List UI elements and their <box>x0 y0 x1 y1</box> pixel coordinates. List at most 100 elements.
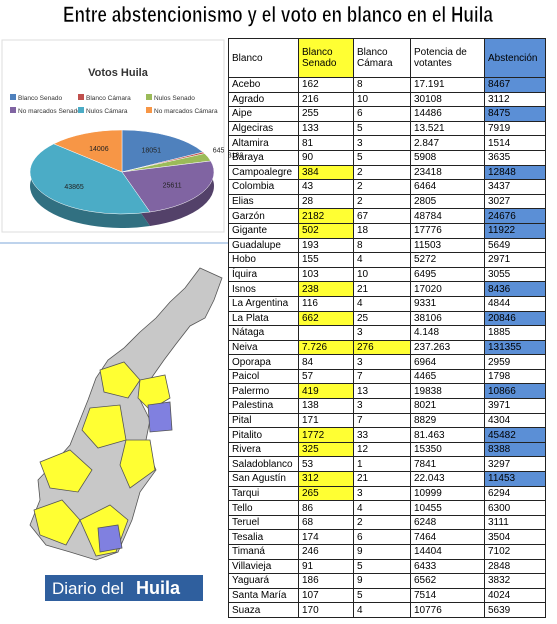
table-cell: 90 <box>298 149 354 166</box>
table-cell: 10866 <box>484 383 546 400</box>
table-row: Campoalegre 384 2 23418 12848 <box>228 164 546 181</box>
legend-swatch <box>146 107 152 113</box>
table-cell: 2848 <box>484 558 546 575</box>
table-cell: 312 <box>298 471 354 487</box>
legend-label: Nulos Senado <box>154 95 195 102</box>
slice <box>53 129 123 173</box>
table-cell: 3 <box>353 325 411 341</box>
table-cell: 15350 <box>410 441 485 458</box>
table-row: Oporapa 84 3 6964 2959 <box>228 354 546 370</box>
table-cell: 265 <box>298 485 354 502</box>
legend-label: Nulos Cámara <box>86 108 128 115</box>
table-cell: Tarqui <box>228 485 299 502</box>
table-row: Garzón 2182 67 48784 24676 <box>228 208 546 224</box>
table-cell: 116 <box>298 295 354 312</box>
table-cell: 13 <box>353 383 411 400</box>
table-cell: 23418 <box>410 164 485 181</box>
table-cell: 325 <box>298 441 354 458</box>
table-cell: 12848 <box>484 164 546 181</box>
header-cell: Potencia de votantes <box>410 38 485 78</box>
map-region <box>39 449 93 493</box>
table-cell: 2805 <box>410 193 485 210</box>
table-cell: Timaná <box>228 544 299 560</box>
table-cell: 1 <box>353 456 411 473</box>
table-cell: Neiva <box>228 339 299 356</box>
table-row: Palermo 419 13 19838 10866 <box>228 383 546 400</box>
table-cell: 3 <box>353 485 411 502</box>
table-row: Rivera 325 12 15350 8388 <box>228 441 546 458</box>
table-cell: 10455 <box>410 500 485 516</box>
table-cell: Gigante <box>228 222 299 239</box>
table-cell: 6433 <box>410 558 485 575</box>
data-table: Blanco Blanco Senado Blanco Cámara Potencia… <box>228 38 546 618</box>
table-cell: 1772 <box>298 427 354 443</box>
data-label: 14006 <box>89 146 109 153</box>
table-cell: Colombia <box>228 179 299 195</box>
slice <box>121 160 215 213</box>
table-cell: Pitalito <box>228 427 299 443</box>
legend-swatch <box>146 94 152 100</box>
table-row: Suaza 170 4 10776 5639 <box>228 602 546 618</box>
table-cell: 57 <box>298 368 354 385</box>
legend-swatch <box>10 94 16 100</box>
table-cell: 6248 <box>410 514 485 531</box>
table-cell: Villavieja <box>228 558 299 575</box>
table-row: Isnos 238 21 17020 8436 <box>228 281 546 297</box>
table-row: Gigante 502 18 17776 11922 <box>228 222 546 239</box>
table-cell: 107 <box>298 587 354 604</box>
table-cell: 8388 <box>484 441 546 458</box>
table-cell: 6464 <box>410 179 485 195</box>
map-region <box>99 361 141 399</box>
table-cell: 53 <box>298 456 354 473</box>
table-cell: 3297 <box>484 456 546 473</box>
table-cell: 48784 <box>410 208 485 224</box>
page-title: Entre abstencionismo y el voto en blanco… <box>63 2 494 27</box>
table-cell: 162 <box>298 77 354 93</box>
table-cell: Yaguará <box>228 573 299 589</box>
table-row: Altamira 81 3 2.847 1514 <box>228 135 546 151</box>
table-cell: 237.263 <box>410 339 485 356</box>
table-row: Pitalito 1772 33 81.463 45482 <box>228 427 546 443</box>
table-cell: 3 <box>353 354 411 370</box>
table-cell: 3 <box>353 398 411 414</box>
table-row: Nátaga 3 4.148 1885 <box>228 325 546 341</box>
table-row: Tello 86 4 10455 6300 <box>228 500 546 516</box>
map-region <box>119 439 156 489</box>
table-cell: 6 <box>353 106 411 122</box>
legend-label: No marcados Senado <box>18 108 81 115</box>
table-cell: 21 <box>353 471 411 487</box>
table-cell: 2 <box>353 193 411 210</box>
table-cell: 131355 <box>484 339 546 356</box>
table-cell: 11922 <box>484 222 546 239</box>
table-cell: Oporapa <box>228 354 299 370</box>
table-cell: 5 <box>353 149 411 166</box>
chart-title: Votos Huila <box>88 67 149 79</box>
header-cell: Blanco Cámara <box>353 38 411 78</box>
table-cell: 33 <box>353 427 411 443</box>
table-cell: 4024 <box>484 587 546 604</box>
table-cell: 138 <box>298 398 354 414</box>
table-cell: Guadalupe <box>228 237 299 254</box>
table-cell: 3504 <box>484 529 546 545</box>
table-cell: 18 <box>353 222 411 239</box>
map <box>29 267 223 561</box>
table-cell: 8475 <box>484 106 546 122</box>
table-cell: 2 <box>353 514 411 531</box>
table-cell: 5639 <box>484 602 546 618</box>
table-cell: 1885 <box>484 325 546 341</box>
table-row: Aipe 255 6 14486 8475 <box>228 106 546 122</box>
table-cell: 21 <box>353 281 411 297</box>
table-row: Paicol 57 7 4465 1798 <box>228 368 546 385</box>
table-cell: 10 <box>353 91 411 108</box>
table-cell: 1798 <box>484 368 546 385</box>
table-cell: 193 <box>298 237 354 254</box>
table-cell: Palermo <box>228 383 299 400</box>
table-cell: 3437 <box>484 179 546 195</box>
table-cell: 7.726 <box>298 339 354 356</box>
table-cell: 91 <box>298 558 354 575</box>
table-cell: Isnos <box>228 281 299 297</box>
table-cell: 662 <box>298 310 354 327</box>
table-cell: Garzón <box>228 208 299 224</box>
table-row: Tesalia 174 6 7464 3504 <box>228 529 546 545</box>
